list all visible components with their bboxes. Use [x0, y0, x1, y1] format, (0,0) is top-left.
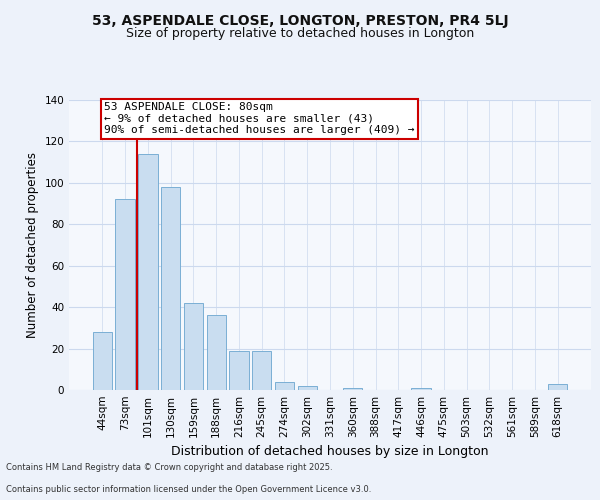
- Text: Size of property relative to detached houses in Longton: Size of property relative to detached ho…: [126, 28, 474, 40]
- Bar: [548, 384, 567, 390]
- Bar: [298, 386, 317, 390]
- X-axis label: Distribution of detached houses by size in Longton: Distribution of detached houses by size …: [171, 446, 489, 458]
- Text: Contains HM Land Registry data © Crown copyright and database right 2025.: Contains HM Land Registry data © Crown c…: [6, 464, 332, 472]
- Text: 53, ASPENDALE CLOSE, LONGTON, PRESTON, PR4 5LJ: 53, ASPENDALE CLOSE, LONGTON, PRESTON, P…: [92, 14, 508, 28]
- Bar: [252, 350, 271, 390]
- Text: 53 ASPENDALE CLOSE: 80sqm
← 9% of detached houses are smaller (43)
90% of semi-d: 53 ASPENDALE CLOSE: 80sqm ← 9% of detach…: [104, 102, 415, 136]
- Text: Contains public sector information licensed under the Open Government Licence v3: Contains public sector information licen…: [6, 485, 371, 494]
- Bar: [343, 388, 362, 390]
- Bar: [184, 303, 203, 390]
- Bar: [93, 332, 112, 390]
- Bar: [138, 154, 158, 390]
- Bar: [161, 187, 181, 390]
- Bar: [115, 200, 135, 390]
- Bar: [229, 350, 248, 390]
- Bar: [412, 388, 431, 390]
- Bar: [275, 382, 294, 390]
- Y-axis label: Number of detached properties: Number of detached properties: [26, 152, 39, 338]
- Bar: [206, 316, 226, 390]
